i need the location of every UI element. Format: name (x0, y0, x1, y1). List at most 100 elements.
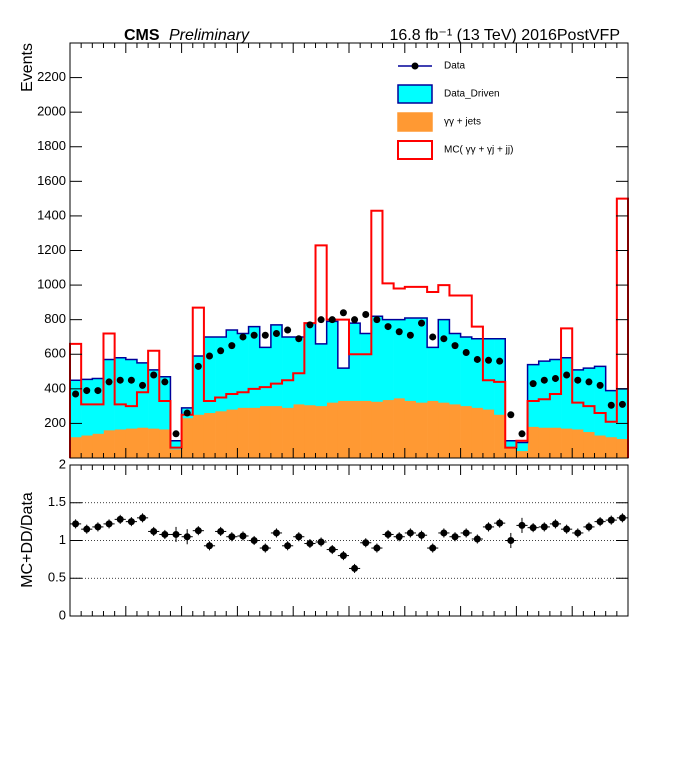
data-point (83, 387, 91, 395)
histogram-bar (594, 435, 606, 458)
histogram-bar (203, 336, 216, 414)
data-point (485, 356, 492, 364)
histogram-bar (237, 407, 249, 458)
ratio-point (563, 525, 571, 533)
ratio-point (206, 542, 213, 550)
ratio-point (418, 531, 426, 539)
histogram-bar (516, 442, 528, 452)
y-tick-label: 0.5 (48, 570, 66, 585)
data-point (228, 342, 236, 350)
y-axis-title: Events (19, 43, 36, 92)
data-point (250, 331, 258, 339)
data-point (328, 316, 336, 324)
histogram-bar (505, 447, 517, 458)
histogram-bar (159, 376, 171, 430)
y-tick-label: 1000 (37, 277, 66, 292)
data-point (496, 357, 504, 365)
histogram-bar (192, 414, 205, 458)
data-point (261, 331, 269, 339)
histogram-bar (616, 388, 629, 439)
y-tick-label: 1 (59, 532, 66, 547)
data-point (127, 376, 135, 384)
data-point (418, 319, 426, 327)
histogram-outline (69, 315, 629, 458)
ratio-point (250, 537, 258, 544)
histogram-bar (494, 414, 506, 458)
data-point (618, 400, 626, 408)
legend-label: γγ + jets (444, 117, 481, 128)
ratio-point (395, 533, 403, 541)
y-tick-label: 600 (44, 346, 66, 361)
data-point (339, 309, 347, 317)
histogram-bar (70, 437, 82, 458)
data-point (239, 333, 247, 341)
ratio-point (72, 520, 80, 528)
y-tick-label: 1200 (37, 242, 66, 257)
data-point (351, 316, 359, 324)
data-point (183, 409, 191, 417)
ratio-point (105, 520, 113, 528)
histogram-bar (293, 404, 305, 458)
y-tick-label: 1600 (37, 173, 66, 188)
histogram-bar (516, 451, 528, 458)
histogram-bar (148, 428, 160, 458)
histogram-bar (248, 407, 261, 458)
data-point (429, 333, 437, 341)
ratio-axis-title: MC+DD/Data (19, 492, 36, 588)
histogram-bar (438, 319, 450, 403)
histogram-bar (471, 338, 484, 408)
data-point (518, 430, 526, 438)
histogram-bar (393, 319, 406, 399)
histogram-bar (371, 401, 383, 458)
ratio-point (451, 533, 459, 541)
histogram-bar (360, 400, 372, 458)
histogram-bar (494, 338, 506, 415)
histogram-bar (92, 433, 104, 458)
histogram-bar (136, 427, 149, 458)
legend-label: Data_Driven (444, 89, 500, 100)
histogram-bar (215, 411, 227, 458)
ratio-point (351, 564, 359, 572)
histogram-bar (404, 317, 417, 401)
ratio-point (473, 535, 481, 543)
histogram-bar (282, 336, 294, 408)
histogram-bar (471, 407, 484, 458)
ratio-point (485, 523, 492, 531)
histogram-bar (438, 402, 450, 458)
y-tick-label: 1.5 (48, 494, 66, 509)
histogram-bar (181, 418, 194, 458)
ratio-point (328, 546, 336, 554)
data-point (362, 310, 370, 318)
histogram-bar (427, 347, 439, 401)
histogram-bar (605, 390, 618, 438)
ratio-point (284, 542, 292, 550)
histogram-bar (382, 319, 394, 401)
histogram-bar (427, 400, 439, 458)
ratio-point (551, 520, 559, 528)
histogram-bar (304, 323, 316, 406)
data-point (451, 342, 459, 350)
ratio-point (585, 523, 593, 531)
ratio-point (217, 527, 225, 535)
histogram-bar (482, 409, 495, 458)
ratio-point (116, 515, 124, 523)
histogram-bar (114, 429, 127, 458)
data-point (194, 362, 202, 370)
histogram-bar (114, 357, 127, 430)
histogram-bar (349, 400, 361, 458)
y-tick-label: 2200 (37, 69, 66, 84)
histogram-bar (527, 426, 540, 458)
histogram-step (69, 197, 629, 458)
experiment: CMS (124, 27, 160, 44)
histogram-bar (505, 440, 517, 448)
histogram-bar (337, 400, 350, 458)
histogram-bar (170, 440, 182, 450)
histogram-bar (572, 369, 584, 430)
histogram-bar (583, 432, 595, 458)
ratio-point (172, 530, 180, 538)
data-point (540, 376, 548, 384)
histogram-bar (103, 430, 115, 458)
histogram-bar (561, 428, 573, 458)
histogram-bar (549, 427, 562, 458)
